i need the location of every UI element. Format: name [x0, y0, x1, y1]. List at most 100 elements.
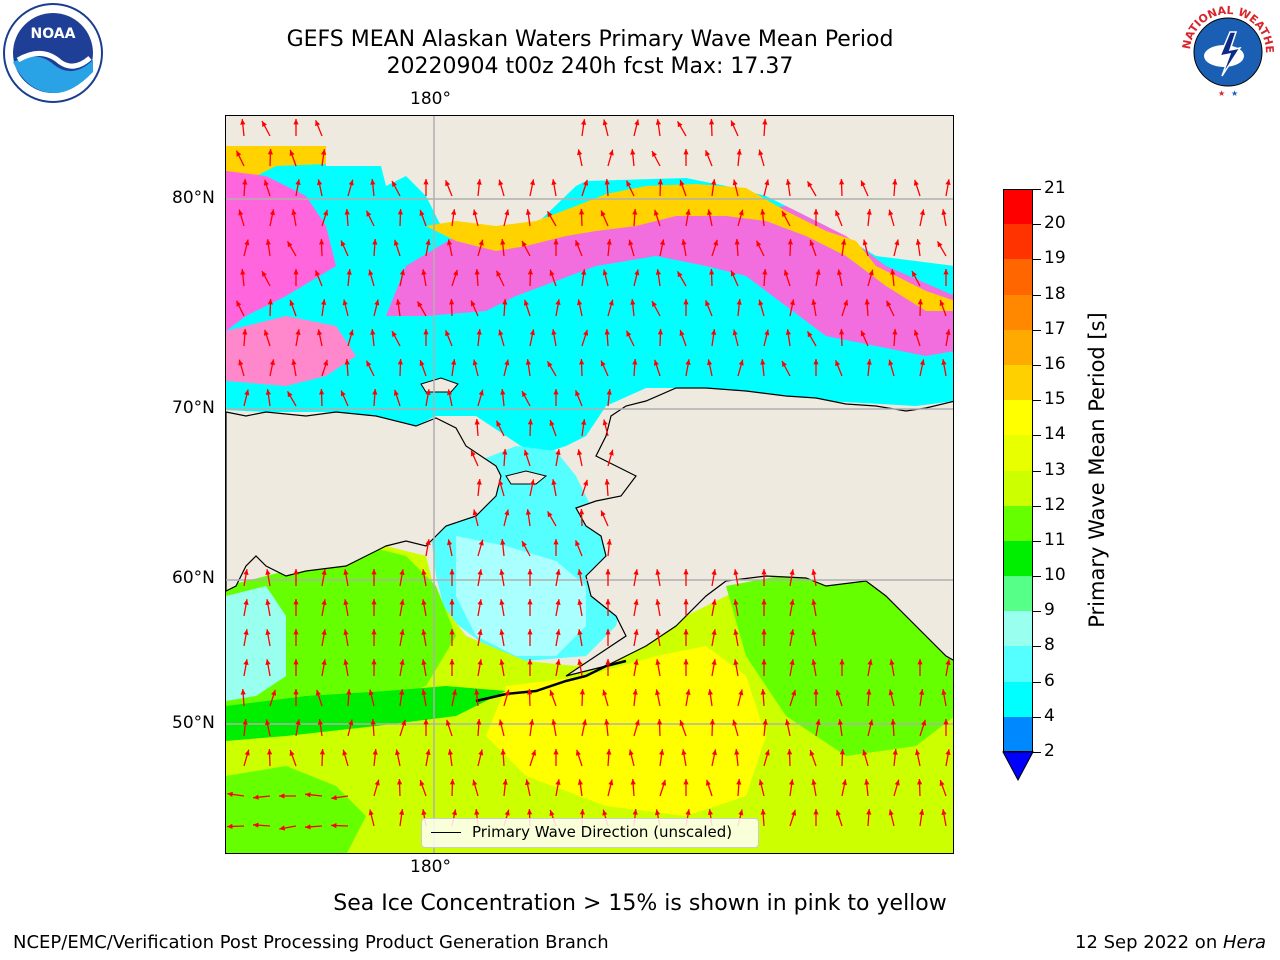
wave-arrow-head	[293, 569, 299, 575]
wave-arrow-head	[787, 239, 793, 245]
wave-arrow-head	[295, 329, 301, 335]
colorbar-tick	[1033, 540, 1041, 542]
wave-arrow-head	[447, 239, 453, 246]
colorbar-segment	[1003, 611, 1033, 647]
wave-arrow-head	[343, 599, 349, 605]
wave-arrow-head	[291, 359, 297, 365]
colorbar-tick-label: 9	[1044, 600, 1055, 621]
wave-arrow-head	[575, 390, 581, 397]
wave-arrow-head	[661, 779, 667, 786]
wave-arrow-head	[888, 209, 894, 216]
wave-arrow-head	[331, 795, 337, 801]
wave-arrow-head	[295, 179, 301, 185]
wave-arrow-head	[478, 239, 484, 246]
wave-arrow-head	[321, 629, 327, 635]
wave-arrow-head	[783, 269, 789, 276]
wave-arrow-head	[555, 449, 561, 455]
wave-arrow-head	[523, 299, 529, 306]
wave-arrow-head	[841, 239, 847, 245]
wave-arrow-head	[527, 659, 533, 665]
wave-arrow-head	[242, 719, 248, 725]
wave-arrow-head	[577, 449, 583, 456]
wave-arrow-head	[837, 719, 843, 725]
wave-arrow-head	[331, 823, 337, 829]
wave-arrow-head	[606, 389, 612, 395]
colorbar-frame	[1003, 189, 1033, 752]
wave-arrow-head	[527, 419, 533, 425]
wave-arrow-head	[919, 209, 925, 216]
wave-arrow-head	[915, 239, 921, 245]
wave-arrow-head	[683, 629, 689, 635]
wave-arrow-head	[553, 539, 559, 545]
wave-arrow-head	[371, 599, 377, 605]
wave-arrow-head	[892, 749, 898, 755]
map-canvas	[226, 116, 953, 853]
wave-arrow-head	[785, 719, 791, 726]
wave-arrow-head	[397, 779, 403, 785]
wave-arrow-head	[764, 329, 770, 336]
wave-arrow-head	[653, 359, 659, 366]
wave-arrow-head	[319, 239, 325, 245]
wave-arrow-head	[945, 659, 951, 665]
wave-arrow-head	[941, 689, 947, 695]
wave-arrow-head	[504, 359, 510, 366]
colorbar-segment	[1003, 259, 1033, 296]
wave-arrow-head	[579, 809, 585, 815]
wave-arrow-head	[447, 749, 453, 755]
wave-arrow-head	[470, 450, 476, 457]
sea-ice-pink-west2	[226, 316, 356, 386]
wave-arrow-head	[835, 360, 841, 367]
wave-arrow-head	[342, 299, 348, 306]
lat-label-50: 50°N	[172, 713, 215, 733]
wave-arrow-head	[606, 539, 612, 545]
wave-arrow-head	[736, 299, 742, 305]
wave-arrow-head	[789, 599, 795, 605]
wave-arrow-head	[626, 330, 632, 337]
wave-arrow-head	[374, 779, 380, 786]
wave-arrow-head	[263, 179, 269, 186]
colorbar-segment	[1003, 364, 1033, 401]
wave-arrow-head	[758, 779, 764, 786]
wave-arrow-head	[525, 779, 531, 786]
wave-arrow-head	[321, 299, 327, 305]
wave-arrow-head	[474, 809, 480, 815]
wave-arrow-head	[504, 209, 510, 216]
colorbar-segment	[1003, 294, 1033, 331]
wave-arrow-head	[529, 479, 535, 486]
wave-arrow-head	[315, 270, 321, 277]
wave-arrow-head	[243, 659, 249, 665]
wave-arrow-head	[425, 749, 431, 755]
wave-arrow-head	[279, 825, 285, 831]
wave-arrow-head	[577, 599, 583, 605]
wave-arrow-head	[317, 719, 323, 725]
wave-arrow-head	[839, 329, 845, 335]
map-legend: Primary Wave Direction (unscaled)	[421, 818, 759, 848]
wave-arrow-head	[527, 269, 533, 275]
wave-arrow-head	[423, 329, 429, 335]
wave-arrow-head	[734, 239, 740, 245]
wave-arrow-head	[604, 329, 610, 335]
wave-arrow-head	[451, 359, 457, 365]
wave-arrow-head	[758, 149, 764, 156]
wave-arrow-head	[707, 809, 713, 815]
wave-arrow-head	[445, 719, 451, 726]
wave-arrow-head	[269, 359, 275, 366]
colorbar-tick	[1033, 611, 1041, 613]
wave-arrow-head	[733, 659, 739, 665]
wave-arrow-head	[498, 479, 504, 486]
wave-arrow-head	[243, 599, 249, 605]
wave-arrow-head	[606, 239, 612, 245]
wave-arrow-head	[913, 329, 919, 336]
wave-arrow-head	[419, 360, 425, 366]
wave-arrow-head	[321, 149, 327, 155]
colorbar-segment	[1003, 189, 1033, 225]
wave-arrow-head	[733, 629, 739, 635]
wave-arrow-head	[425, 389, 431, 395]
wave-arrow-head	[472, 779, 478, 786]
wave-arrow-head	[392, 331, 397, 337]
wave-arrow-head	[626, 180, 632, 187]
sea-ice-yellow-west	[226, 146, 326, 178]
wave-arrow-head	[917, 659, 923, 665]
colorbar-extend-triangle	[1002, 751, 1034, 781]
wave-arrow-head	[890, 269, 896, 275]
